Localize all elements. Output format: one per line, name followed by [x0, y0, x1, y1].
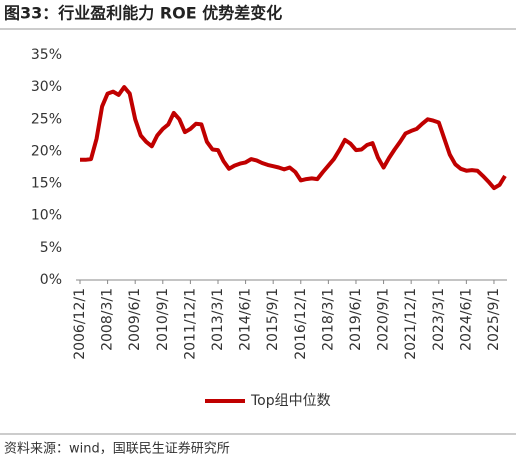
y-tick-label: 5%	[40, 240, 62, 256]
y-tick-label: 0%	[40, 272, 62, 288]
chart-title: 图33：行业盈利能力 ROE 优势差变化	[4, 4, 282, 23]
x-tick-label: 2015/9/1	[265, 288, 281, 351]
y-tick-label: 35%	[31, 47, 62, 63]
x-tick-label: 2020/9/1	[376, 288, 392, 351]
x-tick-label: 2014/6/1	[238, 288, 254, 351]
x-tick-label: 2013/3/1	[210, 288, 226, 351]
y-tick-label: 15%	[31, 176, 62, 192]
x-tick-label: 2011/12/1	[182, 288, 198, 360]
x-tick-label: 2023/3/1	[431, 288, 447, 351]
y-tick-label: 25%	[31, 111, 62, 127]
x-tick-label: 2019/6/1	[348, 288, 364, 351]
series-line	[80, 85, 507, 191]
x-tick-label: 2008/3/1	[100, 288, 116, 351]
x-tick-label: 2018/3/1	[320, 288, 336, 351]
y-tick-label: 20%	[31, 143, 62, 159]
x-tick-label: 2024/6/1	[458, 288, 474, 351]
y-tick-label: 30%	[31, 79, 62, 95]
source: 资料来源：wind，国联民生证券研究所	[4, 441, 230, 457]
x-tick-label: 2009/6/1	[127, 288, 143, 351]
y-tick-label: 10%	[31, 208, 62, 224]
x-tick-label: 2025/9/1	[486, 288, 502, 351]
x-tick-label: 2016/12/1	[293, 288, 309, 360]
x-tick-label: 2010/9/1	[155, 288, 171, 351]
x-tick-label: 2021/12/1	[403, 288, 419, 360]
legend-label: Top组中位数	[250, 393, 331, 409]
x-tick-label: 2006/12/1	[72, 288, 88, 360]
